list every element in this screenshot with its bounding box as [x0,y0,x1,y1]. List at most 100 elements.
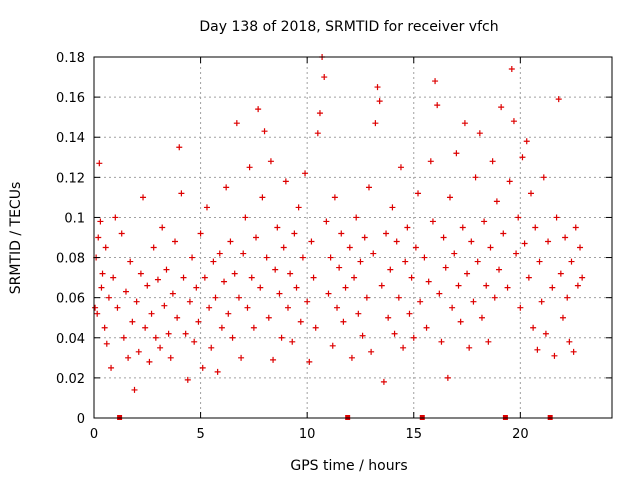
data-point [197,230,204,237]
data-point [487,244,494,251]
data-point [184,376,191,383]
x-axis-label: GPS time / hours [290,458,407,474]
data-point [154,276,161,283]
data-point [103,340,110,347]
data-point [378,282,385,289]
data-point [97,218,104,225]
data-point [440,234,447,241]
data-point [508,66,515,73]
y-axis-label: SRMTID / TECUs [8,182,24,295]
data-point [259,194,266,201]
data-point [240,250,247,257]
data-point [255,106,262,113]
data-point [380,378,387,385]
data-point [214,368,221,375]
data-point [425,278,432,285]
data-point [389,204,396,211]
data-point [446,194,453,201]
data-point [493,198,500,205]
data-point [299,254,306,261]
data-point [572,224,579,231]
data-point [210,258,217,265]
data-point [235,294,242,301]
data-point [206,304,213,311]
data-point [555,96,562,103]
data-point [338,230,345,237]
data-point [549,284,556,291]
data-points [92,54,586,393]
data-point [182,330,189,337]
data-point [444,374,451,381]
data-point [270,356,277,363]
data-point [353,214,360,221]
data-point [253,234,260,241]
data-point [566,338,573,345]
data-point [272,266,279,273]
data-point [540,174,547,181]
plot-frame [93,56,613,419]
data-point [412,244,419,251]
data-point [527,190,534,197]
data-point [496,266,503,273]
data-point [359,332,366,339]
x-tick-label: 5 [196,427,204,442]
data-point [129,318,136,325]
data-point [289,338,296,345]
y-tick-label: 0.16 [56,91,85,106]
data-point [287,270,294,277]
data-point [135,348,142,355]
data-point [94,310,101,317]
data-point [274,224,281,231]
data-point [481,218,488,225]
data-point [157,344,164,351]
data-point [478,314,485,321]
data-point [310,274,317,281]
data-point [278,334,285,341]
data-point [110,274,117,281]
data-point [112,214,119,221]
data-point [372,120,379,127]
data-point [370,250,377,257]
data-point [195,318,202,325]
data-point [233,120,240,127]
data-point [329,342,336,349]
data-point [434,102,441,109]
data-point [429,218,436,225]
data-point [368,348,375,355]
data-point [248,274,255,281]
data-point [180,274,187,281]
data-point [459,224,466,231]
data-point [346,244,353,251]
data-point [365,184,372,191]
data-point [102,244,109,251]
data-point [178,190,185,197]
data-point [406,310,413,317]
data-point [470,298,477,305]
data-point [504,284,511,291]
y-tick-label: 0.08 [56,252,85,267]
data-point [532,224,539,231]
data-point [302,170,309,177]
data-point [545,238,552,245]
data-point [397,164,404,171]
data-point [159,224,166,231]
data-point [383,230,390,237]
data-point [432,78,439,85]
data-point [427,158,434,165]
data-point [212,294,219,301]
data-point [295,204,302,211]
data-point [176,144,183,151]
data-point [152,334,159,341]
data-point [536,258,543,265]
data-point [140,194,147,201]
data-point [562,234,569,241]
data-point [144,282,151,289]
data-point [468,238,475,245]
data-point [314,130,321,137]
data-point [510,118,517,125]
data-point [415,190,422,197]
data-point [530,324,537,331]
data-point [165,330,172,337]
data-point [483,282,490,289]
chart-title: Day 138 of 2018, SRMTID for receiver vfc… [199,19,498,35]
